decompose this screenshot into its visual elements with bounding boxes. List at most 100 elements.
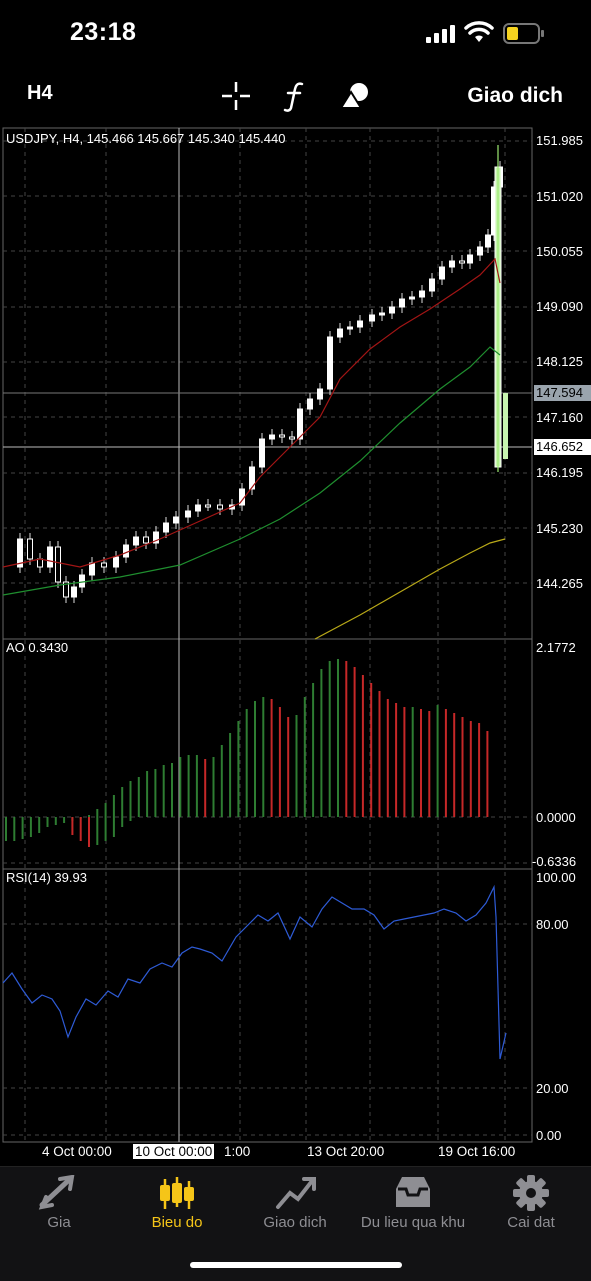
ma-yellow-line bbox=[314, 538, 506, 640]
candle-body bbox=[113, 556, 119, 568]
ao-indicator-label: AO 0.3430 bbox=[6, 640, 69, 655]
candle-body bbox=[289, 436, 295, 440]
time-axis-crosshair-label: 10 Oct 00:00 bbox=[133, 1144, 215, 1159]
rsi-tick: 100.00 bbox=[536, 870, 576, 885]
bottom-tab-bar: Gia Bieu do Giao dich Du lieu qua khu bbox=[0, 1166, 591, 1281]
candle-body bbox=[37, 558, 43, 568]
tab-label: Bieu do bbox=[151, 1214, 203, 1231]
price-tick: 149.090 bbox=[536, 299, 583, 314]
tab-label: Cai dat bbox=[507, 1214, 555, 1231]
chart-area[interactable]: USDJPY, H4, 145.466 145.667 145.340 145.… bbox=[0, 127, 591, 1167]
candle-body bbox=[337, 328, 343, 338]
candle-body bbox=[307, 398, 313, 410]
tab-bieu-do[interactable]: Bieu do bbox=[118, 1167, 236, 1237]
candle-body bbox=[101, 562, 107, 568]
time-axis-label: 13 Oct 20:00 bbox=[307, 1144, 385, 1159]
price-tick: 148.125 bbox=[536, 354, 583, 369]
crosshair-icon[interactable] bbox=[220, 80, 252, 112]
price-tick: 150.055 bbox=[536, 244, 583, 259]
candle-body bbox=[419, 290, 425, 298]
candle-body bbox=[297, 408, 303, 440]
cellular-signal-icon bbox=[426, 25, 455, 43]
rsi-tick: 0.00 bbox=[536, 1128, 562, 1143]
tab-cai-dat[interactable]: Cai dat bbox=[472, 1167, 590, 1237]
gear-icon bbox=[513, 1175, 549, 1211]
candle-body bbox=[143, 536, 149, 544]
chart-canvas[interactable] bbox=[0, 127, 591, 1167]
status-bar: 23:18 bbox=[0, 0, 591, 70]
rsi-indicator-label: RSI(14) 39.93 bbox=[6, 870, 87, 885]
candle-body bbox=[379, 312, 385, 316]
candle-body bbox=[259, 438, 265, 468]
time-axis-label: 4 Oct 00:00 bbox=[42, 1144, 112, 1159]
candle-body bbox=[195, 504, 201, 512]
candle-body bbox=[79, 574, 85, 588]
candle-body bbox=[133, 536, 139, 546]
tab-du-lieu-qua-khu[interactable]: Du lieu qua khu bbox=[354, 1167, 472, 1237]
chart-frame bbox=[2, 127, 533, 1143]
ma-green-line bbox=[2, 346, 501, 596]
rsi-tick: 20.00 bbox=[536, 1081, 569, 1096]
price-tick: 146.195 bbox=[536, 465, 583, 480]
price-tick: 151.020 bbox=[536, 189, 583, 204]
wifi-icon bbox=[464, 21, 494, 42]
price-tick: 145.230 bbox=[536, 521, 583, 536]
history-tray-icon bbox=[396, 1177, 430, 1207]
candle-body bbox=[429, 278, 435, 292]
candle-body bbox=[409, 296, 415, 300]
timeframe-button[interactable]: H4 bbox=[27, 82, 53, 104]
candle-body bbox=[399, 298, 405, 308]
rsi-tick: 80.00 bbox=[536, 917, 569, 932]
candle-body bbox=[439, 266, 445, 280]
crosshair-price-tag: 146.652 bbox=[534, 439, 591, 455]
shapes-icon[interactable] bbox=[339, 80, 371, 112]
battery-icon bbox=[503, 23, 544, 44]
candle-body bbox=[173, 516, 179, 524]
trend-arrows-icon bbox=[38, 1175, 75, 1210]
candle-body bbox=[153, 531, 159, 544]
candle-body bbox=[347, 326, 353, 330]
price-tick: 151.985 bbox=[536, 133, 583, 148]
tab-label: Giao dich bbox=[263, 1214, 327, 1231]
chart-toolbar: H4 Giao dich bbox=[0, 70, 591, 122]
candle-body bbox=[89, 562, 95, 576]
price-tick: 144.265 bbox=[536, 576, 583, 591]
candle-body bbox=[217, 504, 223, 510]
tab-label: Du lieu qua khu bbox=[360, 1214, 466, 1231]
time-axis-label: 1:00 bbox=[224, 1144, 251, 1159]
candle-body bbox=[163, 522, 169, 533]
candle-body bbox=[327, 336, 333, 390]
bid-price-tag: 147.594 bbox=[534, 385, 591, 401]
trade-button[interactable]: Giao dich bbox=[467, 84, 563, 107]
tab-label: Gia bbox=[47, 1214, 71, 1231]
rsi-line bbox=[2, 884, 507, 1060]
candle-body bbox=[459, 260, 465, 264]
tab-giao-dich[interactable]: Giao dich bbox=[236, 1167, 354, 1237]
status-time: 23:18 bbox=[70, 18, 137, 46]
function-icon[interactable] bbox=[282, 80, 308, 112]
candle-body bbox=[369, 314, 375, 322]
candle-body bbox=[279, 434, 285, 438]
candle-body bbox=[467, 254, 473, 264]
candle-body bbox=[477, 246, 483, 256]
candle-body bbox=[205, 504, 211, 508]
candle-body bbox=[357, 320, 363, 328]
candle-body bbox=[63, 581, 69, 598]
current-candle-body bbox=[503, 393, 508, 459]
ma-red-line bbox=[2, 257, 501, 568]
candle-body bbox=[55, 546, 61, 583]
ao-tick: 0.0000 bbox=[536, 810, 576, 825]
tab-gia[interactable]: Gia bbox=[0, 1167, 118, 1237]
candle-body bbox=[27, 538, 33, 560]
candle-body bbox=[123, 544, 129, 558]
candle-body bbox=[17, 538, 23, 568]
candle-body bbox=[71, 586, 77, 598]
ao-tick: -0.6336 bbox=[532, 854, 577, 869]
candle-body bbox=[185, 510, 191, 518]
price-tick: 147.160 bbox=[536, 410, 583, 425]
ao-tick: 2.1772 bbox=[536, 640, 576, 655]
candle-body bbox=[47, 546, 53, 568]
candle-body bbox=[317, 388, 323, 400]
trade-chart-icon bbox=[276, 1177, 316, 1209]
candlestick-icon bbox=[160, 1177, 194, 1209]
